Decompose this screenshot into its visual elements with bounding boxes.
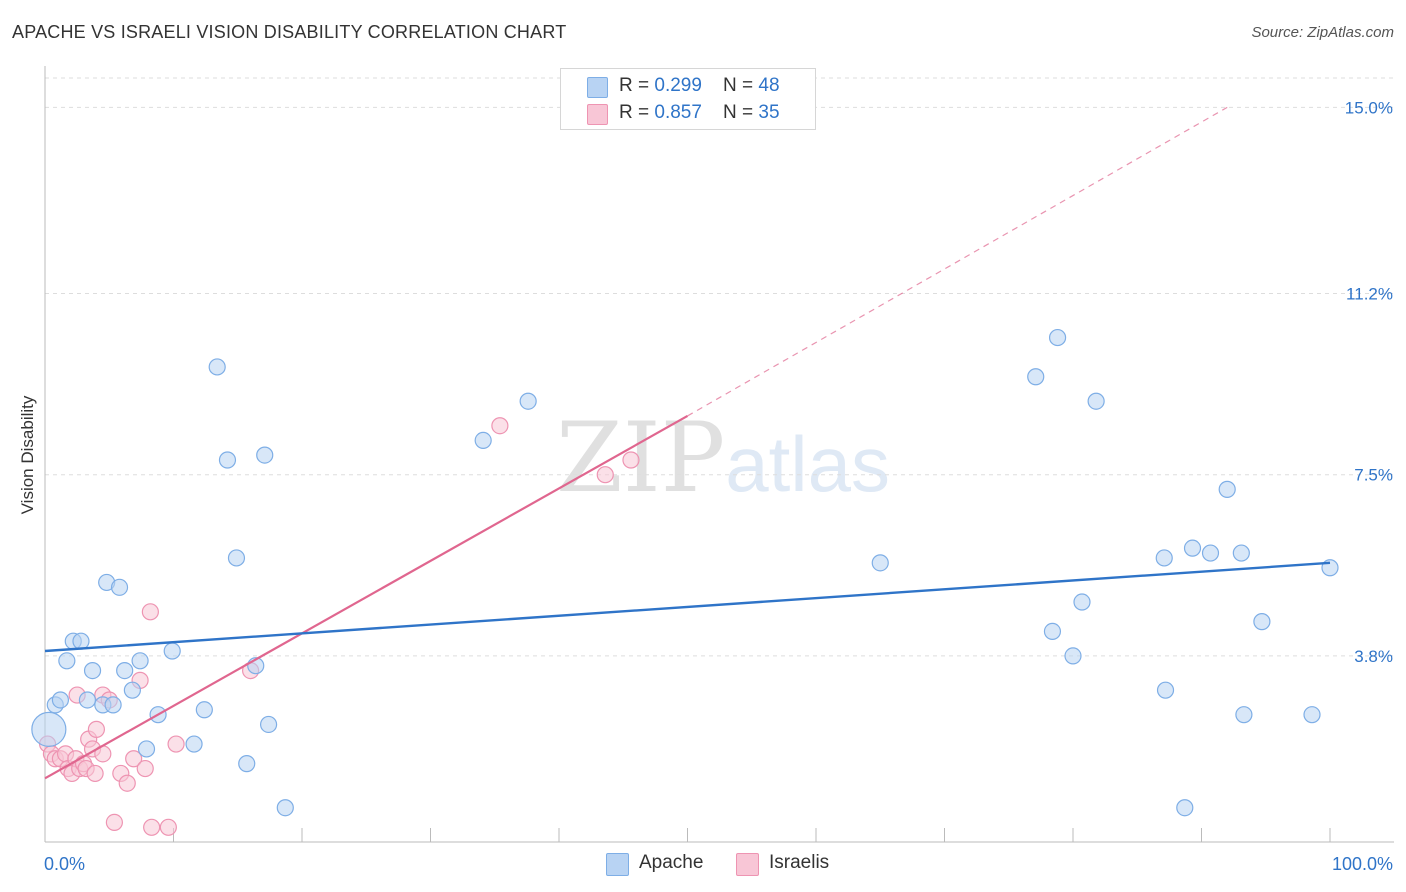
apache-point: [1253, 613, 1271, 631]
israelis-point: [622, 451, 640, 469]
apache-swatch: [587, 77, 608, 98]
apache-point: [1043, 622, 1062, 641]
israelis-legend-label: Israelis: [769, 852, 830, 873]
israelis-swatch: [587, 104, 608, 125]
watermark-zip: ZIP: [556, 402, 726, 514]
apache-point: [276, 799, 294, 817]
israelis-point: [118, 774, 136, 792]
apache-point: [163, 642, 181, 660]
israelis-point: [167, 735, 185, 753]
watermark: ZIPatlas: [556, 402, 890, 514]
apache-r-value: 0.299: [654, 75, 702, 96]
israelis-point: [136, 759, 154, 778]
israelis-legend-swatch: [736, 853, 759, 876]
source-label: Source: ZipAtlas.com: [1251, 24, 1394, 41]
apache-point: [78, 691, 97, 709]
apache-point: [474, 431, 492, 450]
n-label: N =: [723, 102, 759, 123]
apache-point: [227, 549, 246, 567]
apache-point: [83, 661, 102, 680]
apache-point: [137, 740, 156, 758]
israelis-point: [596, 466, 614, 484]
apache-point: [519, 392, 537, 410]
apache-point: [51, 691, 70, 709]
y-tick-label: 11.2%: [1346, 284, 1393, 303]
watermark-atlas: atlas: [725, 420, 890, 508]
apache-point: [1232, 544, 1250, 562]
n-label: N =: [723, 75, 759, 96]
apache-point: [58, 652, 76, 670]
apache-trend-line: [44, 561, 1331, 653]
y-tick-label: 15.0%: [1345, 98, 1393, 117]
x-tick-label: 100.0%: [1332, 854, 1393, 874]
israelis-point: [143, 818, 161, 836]
apache-point: [1303, 706, 1321, 724]
correlation-legend: R = 0.299 N = 48 R = 0.857 N = 35: [560, 68, 816, 130]
apache-point: [1087, 392, 1105, 410]
israelis-point: [86, 764, 104, 783]
apache-point: [208, 358, 226, 376]
apache-point: [110, 578, 129, 596]
israelis-point: [159, 818, 177, 836]
apache-point: [218, 451, 237, 469]
apache-point: [256, 446, 274, 464]
apache-point: [185, 735, 203, 753]
apache-point: [31, 711, 67, 747]
israelis-n-value: 35: [758, 102, 780, 123]
apache-n-value: 48: [758, 75, 780, 96]
israelis-point: [105, 813, 123, 832]
apache-point: [195, 701, 213, 719]
apache-point: [1218, 480, 1236, 498]
x-tick-label: 0.0%: [44, 854, 85, 874]
israelis-point: [125, 750, 143, 768]
apache-point: [1235, 706, 1253, 724]
apache-point: [259, 715, 278, 734]
apache-point: [131, 652, 149, 670]
apache-point: [1176, 799, 1194, 817]
israelis-point: [87, 720, 106, 738]
chart-title: APACHE VS ISRAELI VISION DISABILITY CORR…: [12, 22, 567, 42]
israelis-trend-line: [44, 414, 689, 780]
israelis-point: [141, 603, 159, 621]
apache-legend-swatch: [606, 853, 629, 876]
apache-point: [1064, 647, 1082, 665]
y-axis-label: Vision Disability: [18, 395, 37, 515]
apache-point: [72, 632, 90, 650]
apache-point: [1201, 544, 1220, 562]
apache-point: [1048, 328, 1067, 347]
apache-point: [1155, 549, 1173, 567]
apache-legend-label: Apache: [639, 852, 704, 873]
israelis-trend-extension: [687, 106, 1228, 417]
r-label: R =: [619, 75, 655, 96]
r-label: R =: [619, 102, 655, 123]
israelis-point: [491, 417, 509, 435]
apache-point: [1073, 593, 1091, 611]
apache-point: [238, 755, 256, 773]
israelis-r-value: 0.857: [654, 102, 702, 123]
apache-point: [1183, 539, 1202, 557]
apache-point: [1156, 681, 1175, 699]
apache-point: [104, 696, 122, 714]
apache-point: [1027, 368, 1045, 386]
y-tick-label: 7.5%: [1354, 466, 1393, 485]
y-tick-label: 3.8%: [1354, 647, 1393, 666]
apache-point: [116, 661, 134, 680]
apache-point: [123, 681, 141, 699]
apache-point: [871, 554, 889, 572]
